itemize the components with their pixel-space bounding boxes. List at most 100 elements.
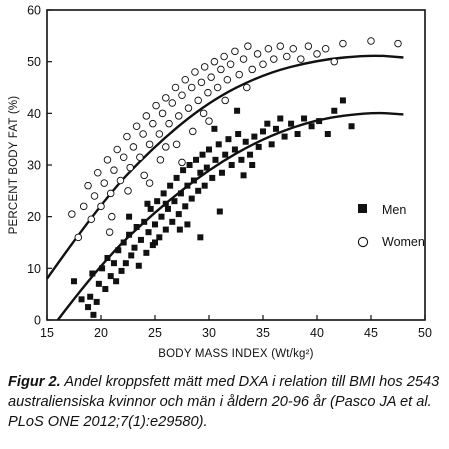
- men-point: [175, 211, 182, 218]
- men-point: [90, 311, 97, 318]
- men-point: [120, 239, 127, 246]
- men-point: [209, 174, 216, 181]
- men-point: [231, 146, 238, 153]
- women-point: [339, 39, 347, 48]
- x-tick-label: 30: [202, 326, 216, 340]
- men-point: [152, 239, 158, 246]
- women-point: [297, 55, 305, 63]
- men-point: [197, 169, 204, 176]
- women-point: [244, 42, 252, 50]
- women-point: [175, 112, 183, 120]
- men-point: [294, 131, 301, 137]
- men-point: [152, 221, 158, 228]
- women-point: [171, 83, 180, 92]
- men-point: [225, 136, 232, 143]
- women-point: [197, 78, 206, 87]
- men-point: [218, 169, 225, 176]
- men-point: [137, 236, 144, 243]
- women-point: [158, 109, 167, 118]
- y-axis-label: PERCENT BODY FAT (%): [8, 96, 20, 235]
- x-tick-label: 35: [256, 326, 270, 340]
- men-point: [167, 182, 174, 189]
- women-point: [172, 140, 181, 149]
- men-point: [339, 97, 346, 104]
- men-point: [201, 182, 208, 189]
- men-point: [249, 162, 256, 168]
- men-point: [288, 120, 295, 127]
- men-point: [331, 107, 338, 114]
- men-point: [222, 151, 229, 158]
- men-point: [238, 156, 245, 163]
- women-point: [94, 168, 102, 177]
- women-point: [226, 60, 235, 69]
- women-point: [394, 39, 402, 48]
- women-point: [204, 88, 212, 97]
- men-point: [154, 198, 161, 205]
- men-point: [228, 162, 235, 168]
- men-point: [169, 218, 176, 225]
- x-tick-label: 15: [40, 326, 54, 340]
- men-point: [147, 205, 154, 212]
- men-point: [199, 151, 206, 158]
- women-point: [248, 65, 256, 74]
- men-point: [110, 260, 117, 267]
- women-point: [259, 60, 267, 69]
- men-point: [212, 156, 219, 163]
- y-tick-label: 60: [27, 4, 41, 18]
- women-point: [113, 145, 121, 154]
- y-axis-ticks: 0 10 20 30 40 50 60: [27, 4, 52, 328]
- women-point: [243, 83, 251, 92]
- y-tick-label: 30: [27, 159, 41, 173]
- x-axis-ticks: 15 20 25 30 35 40 45 50: [40, 315, 432, 340]
- women-point: [313, 50, 321, 58]
- figure-caption: Figur 2. Andel kroppsfett mätt med DXA i…: [8, 372, 444, 432]
- women-point: [205, 117, 213, 125]
- women-point: [199, 109, 208, 118]
- women-point: [181, 75, 189, 84]
- women-point: [116, 176, 125, 185]
- men-point: [78, 296, 85, 303]
- men-point: [247, 151, 254, 158]
- men-point: [156, 234, 163, 241]
- men-point: [277, 115, 284, 122]
- women-point: [97, 202, 105, 211]
- men-point: [131, 244, 138, 251]
- women-point: [139, 130, 147, 138]
- women-point: [200, 63, 209, 71]
- men-point: [188, 195, 195, 202]
- legend: Men Women: [357, 203, 425, 249]
- fit-curves: [46, 54, 404, 321]
- men-point: [128, 252, 135, 259]
- men-point: [242, 138, 249, 145]
- men-point: [87, 293, 94, 300]
- women-point: [152, 101, 160, 110]
- x-tick-label: 20: [94, 326, 108, 340]
- women-point: [304, 42, 313, 50]
- men-point: [203, 164, 210, 171]
- women-point: [132, 122, 141, 130]
- men-point: [197, 234, 204, 241]
- women-point: [253, 50, 262, 58]
- women-point: [68, 210, 76, 218]
- men-point: [264, 120, 271, 127]
- men-point: [193, 156, 200, 163]
- men-point: [182, 203, 189, 210]
- men-point: [71, 278, 77, 285]
- women-point: [321, 45, 330, 53]
- legend-women-marker: [357, 236, 369, 248]
- women-point: [231, 47, 239, 56]
- men-point: [251, 133, 258, 140]
- women-point: [156, 156, 165, 164]
- women-point: [84, 181, 92, 190]
- men-point: [104, 255, 111, 261]
- women-point: [207, 73, 215, 81]
- men-point: [160, 190, 167, 197]
- women-point: [110, 166, 118, 174]
- men-point: [260, 128, 266, 135]
- men-point: [301, 115, 308, 122]
- x-axis-label: BODY MASS INDEX (Wt/kg²): [158, 348, 313, 360]
- women-point: [283, 52, 291, 61]
- women-point: [140, 171, 148, 180]
- men-point: [184, 221, 191, 228]
- men-point: [85, 304, 92, 311]
